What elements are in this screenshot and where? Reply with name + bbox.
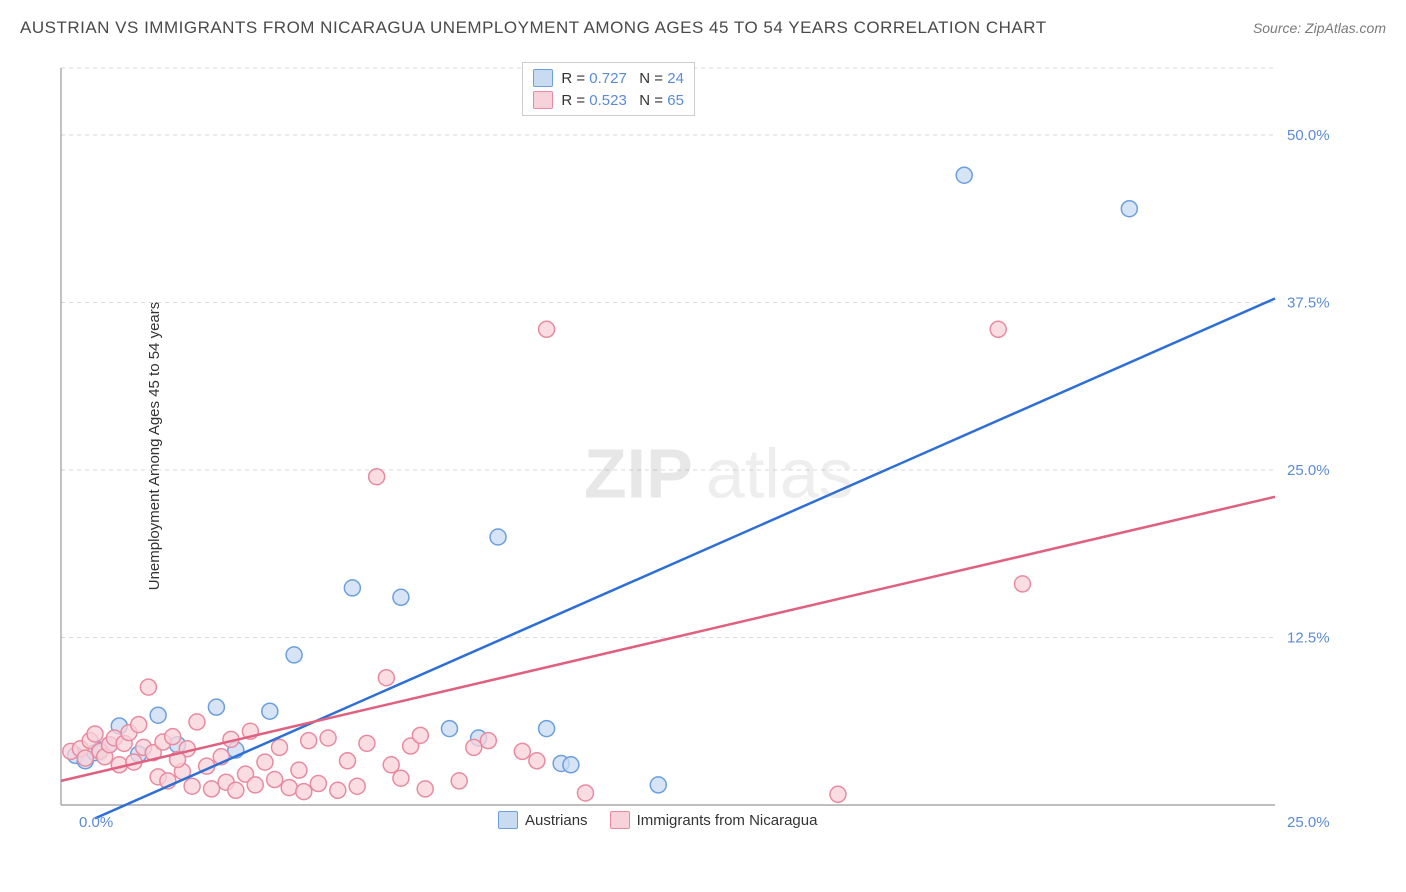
series-legend: Austrians Immigrants from Nicaragua	[498, 811, 817, 829]
svg-text:atlas: atlas	[706, 434, 854, 512]
scatter-chart: 12.5% 25.0% 37.5% 50.0% 0.0% 25.0% ZIPatlas	[55, 50, 1345, 835]
correlation-legend: R = 0.727 N = 24 R = 0.523 N = 65	[522, 62, 695, 116]
svg-text:37.5%: 37.5%	[1287, 295, 1330, 312]
svg-text:50.0%: 50.0%	[1287, 127, 1330, 144]
svg-text:12.5%: 12.5%	[1287, 630, 1330, 647]
legend-swatch	[498, 811, 518, 829]
legend-label: Austrians	[525, 812, 588, 829]
legend-item: Immigrants from Nicaragua	[610, 811, 818, 829]
chart-area: 12.5% 25.0% 37.5% 50.0% 0.0% 25.0% ZIPatlas	[55, 50, 1345, 835]
legend-row: R = 0.727 N = 24	[533, 67, 684, 89]
legend-label: Immigrants from Nicaragua	[637, 812, 818, 829]
chart-title: AUSTRIAN VS IMMIGRANTS FROM NICARAGUA UN…	[20, 18, 1047, 38]
legend-row: R = 0.523 N = 65	[533, 89, 684, 111]
svg-text:25.0%: 25.0%	[1287, 814, 1330, 831]
legend-swatch	[610, 811, 630, 829]
legend-swatch	[533, 91, 553, 109]
source-label: Source: ZipAtlas.com	[1253, 20, 1386, 36]
legend-text: R = 0.523 N = 65	[561, 92, 684, 109]
legend-swatch	[533, 69, 553, 87]
svg-text:0.0%: 0.0%	[79, 814, 113, 831]
legend-text: R = 0.727 N = 24	[561, 70, 684, 87]
legend-item: Austrians	[498, 811, 588, 829]
svg-text:25.0%: 25.0%	[1287, 462, 1330, 479]
svg-text:ZIP: ZIP	[584, 434, 693, 512]
